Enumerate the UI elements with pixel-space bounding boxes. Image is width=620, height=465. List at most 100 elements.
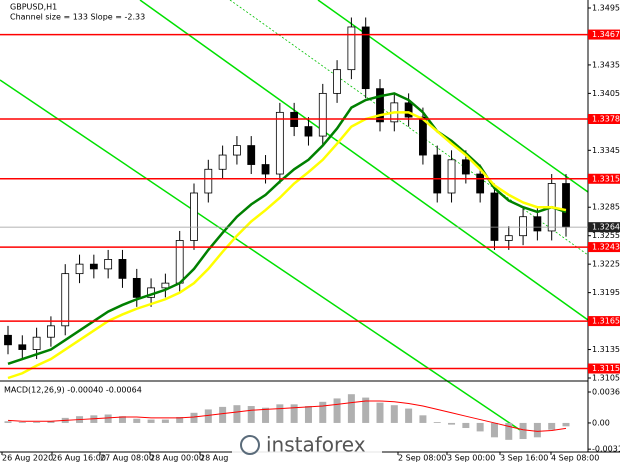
macd-bar xyxy=(4,421,12,423)
channel-midline xyxy=(229,0,589,256)
macd-bar xyxy=(190,412,198,423)
candle-body xyxy=(361,26,370,90)
macd-bar xyxy=(262,407,270,423)
candle-body xyxy=(89,263,98,270)
y-tick-label: 1.3255 xyxy=(592,231,620,240)
macd-bar xyxy=(476,422,484,432)
watermark: instaforex xyxy=(266,433,366,457)
current-price-label: 1.3264 xyxy=(592,223,620,232)
candle-body xyxy=(18,344,27,350)
candle-body xyxy=(562,183,570,228)
macd-bar xyxy=(376,402,384,423)
macd-bar xyxy=(505,422,513,440)
macd-bar xyxy=(490,422,498,438)
x-tick-label: 28 Aug 00:00 xyxy=(150,454,204,463)
macd-bar xyxy=(276,404,284,423)
x-tick-label: 26 Aug 16:00 xyxy=(52,454,106,463)
x-tick-label: 27 Aug 08:00 xyxy=(100,454,154,463)
channel-line xyxy=(0,79,521,431)
level-box xyxy=(588,363,620,374)
y-tick-label: 1.3225 xyxy=(592,260,620,269)
macd-bar xyxy=(533,422,541,438)
macd-bar xyxy=(233,405,241,423)
y-tick-label: 1.3345 xyxy=(592,146,620,155)
candle-body xyxy=(247,145,256,165)
y-tick-label: 1.3495 xyxy=(592,4,620,13)
level-label: 1.3467 xyxy=(592,30,620,39)
candle-body xyxy=(261,164,270,175)
x-tick-label: 4 Sep 08:00 xyxy=(551,454,599,463)
macd-tick-label: 0.00 xyxy=(592,418,610,427)
macd-bar xyxy=(448,422,456,425)
macd-bar xyxy=(133,418,141,423)
macd-signal xyxy=(7,400,567,432)
macd-tick-label: -0.00310 xyxy=(592,445,620,454)
y-tick-label: 1.3285 xyxy=(592,203,620,212)
y-tick-label: 1.3105 xyxy=(592,374,620,383)
level-box xyxy=(588,316,620,327)
symbol: GBPUSD,H1 xyxy=(10,3,57,12)
candle-body xyxy=(218,154,227,170)
y-tick-label: 1.3135 xyxy=(592,345,620,354)
macd-bar xyxy=(247,406,255,423)
macd-bar xyxy=(519,422,527,440)
x-tick-label: 26 Aug 2020 xyxy=(2,454,53,463)
current-price-box xyxy=(588,222,620,233)
level-box xyxy=(588,173,620,184)
y-tick-label: 1.3195 xyxy=(592,288,620,297)
channel-line xyxy=(139,0,589,321)
macd-bar xyxy=(161,419,169,423)
level-box xyxy=(588,114,620,124)
level-label: 1.3315 xyxy=(592,174,620,183)
candle-body xyxy=(347,26,356,71)
watermark-logo xyxy=(240,435,260,455)
candle-body xyxy=(161,282,170,289)
candle-body xyxy=(433,154,442,194)
macd-bar xyxy=(333,398,341,423)
candle-body xyxy=(476,173,485,194)
candle-body xyxy=(504,235,513,241)
candle-body xyxy=(132,277,141,298)
watermark-box xyxy=(232,426,382,464)
level-label: 1.3243 xyxy=(592,243,620,252)
candle-body xyxy=(376,88,384,123)
candle-body xyxy=(32,336,41,350)
x-tick-label: 3 Sep 00:00 xyxy=(447,454,495,463)
macd-bar xyxy=(462,422,470,429)
candle-body xyxy=(304,126,313,137)
macd-bar xyxy=(219,406,227,423)
candle-body xyxy=(318,92,327,137)
macd-bar xyxy=(18,422,26,423)
macd-bar xyxy=(362,397,370,423)
macd-bar xyxy=(319,401,327,423)
macd-bar xyxy=(304,406,312,423)
candle-body xyxy=(204,168,213,194)
candle-body xyxy=(61,273,70,327)
macd-bar xyxy=(290,404,298,423)
candle-body xyxy=(447,159,456,194)
candle-body xyxy=(47,325,55,338)
candle-body xyxy=(519,216,527,237)
candle-body xyxy=(419,116,427,156)
macd-bar xyxy=(548,422,556,430)
macd-bar xyxy=(47,421,55,423)
candle-body xyxy=(404,102,413,118)
macd-bar xyxy=(176,417,184,423)
level-box xyxy=(588,29,620,40)
macd-bar xyxy=(118,416,126,423)
candle-body xyxy=(118,259,127,279)
macd-bar xyxy=(405,408,413,423)
candle-body xyxy=(490,192,499,241)
macd-bar xyxy=(433,422,441,423)
macd-bar xyxy=(390,405,398,423)
candle-body xyxy=(233,145,241,156)
macd-bar xyxy=(147,419,155,423)
x-tick-label: 28 Aug xyxy=(200,454,228,463)
macd-bar xyxy=(104,414,112,423)
macd-bar xyxy=(204,409,212,423)
x-tick-label: 2 Sep 08:00 xyxy=(398,454,446,463)
subtitle: Channel size = 133 Slope = -2.33 xyxy=(10,13,145,22)
macd-label: MACD(12,26,9) -0.00040 -0.00064 xyxy=(4,386,142,395)
